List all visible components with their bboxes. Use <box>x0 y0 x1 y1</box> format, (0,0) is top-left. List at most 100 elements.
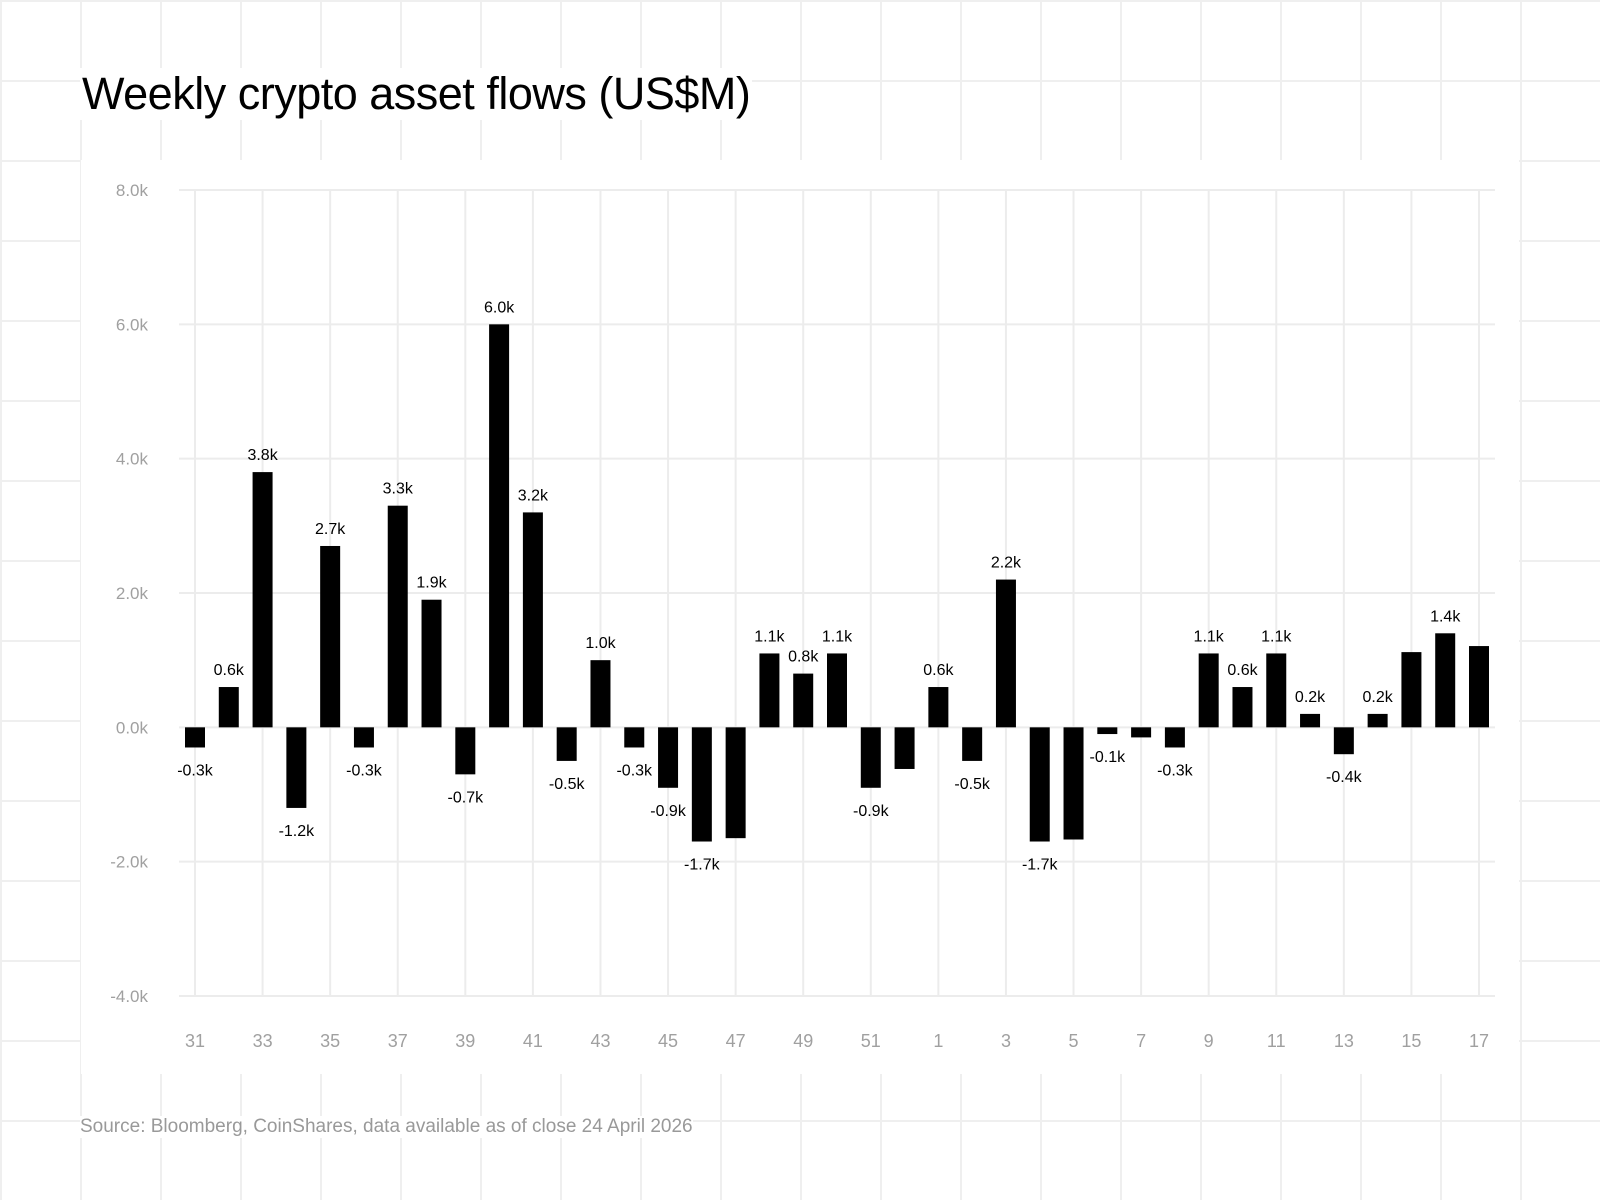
bar-week-5 <box>1063 727 1084 840</box>
data-label: -1.7k <box>1022 857 1059 874</box>
bar-week-6 <box>1097 727 1118 735</box>
x-tick-label: 5 <box>1069 1031 1079 1051</box>
bar-week-32 <box>218 687 239 728</box>
data-label: -0.4k <box>1326 769 1363 786</box>
bar-week-31 <box>185 727 205 748</box>
bar-week-40 <box>489 324 510 728</box>
bar-week-13 <box>1333 727 1354 755</box>
x-tick-label: 39 <box>455 1031 475 1051</box>
data-label: 1.9k <box>416 575 447 592</box>
data-label: 0.2k <box>1295 689 1326 706</box>
bar-week-39 <box>455 727 476 775</box>
bar-week-42 <box>556 727 577 761</box>
data-label: -0.7k <box>448 789 485 806</box>
data-label: 1.0k <box>585 635 616 652</box>
data-label: -0.9k <box>853 803 890 820</box>
x-tick-label: 43 <box>590 1031 610 1051</box>
bar-week-50 <box>827 653 847 728</box>
bar-week-17 <box>1469 646 1489 728</box>
data-label: 0.8k <box>788 649 819 666</box>
data-label: 1.4k <box>1430 608 1461 625</box>
data-label: 2.7k <box>315 521 346 538</box>
y-tick-label: -2.0k <box>110 853 148 872</box>
y-tick-label: -4.0k <box>110 987 148 1006</box>
data-label: 0.6k <box>214 662 245 679</box>
data-label: 1.1k <box>1261 628 1292 645</box>
x-tick-label: 51 <box>861 1031 881 1051</box>
bar-week-51 <box>860 727 881 788</box>
y-tick-label: 4.0k <box>116 450 149 469</box>
data-label: 0.2k <box>1363 689 1394 706</box>
x-tick-label: 37 <box>388 1031 408 1051</box>
data-label: -0.3k <box>1157 762 1194 779</box>
bar-week-43 <box>590 660 611 728</box>
data-label: -0.1k <box>1090 749 1127 766</box>
bar-week-48 <box>759 653 780 728</box>
data-label: 0.6k <box>1227 662 1258 679</box>
bar-week-3 <box>995 579 1016 728</box>
data-label: 6.0k <box>484 299 515 316</box>
bar-week-7 <box>1131 727 1152 738</box>
bar-week-52 <box>894 727 915 769</box>
data-label: 1.1k <box>1194 628 1225 645</box>
x-tick-label: 45 <box>658 1031 678 1051</box>
bar-week-12 <box>1300 713 1321 728</box>
bar-week-41 <box>522 512 543 728</box>
x-tick-label: 13 <box>1334 1031 1354 1051</box>
bar-week-16 <box>1435 633 1456 728</box>
x-tick-label: 17 <box>1469 1031 1489 1051</box>
x-tick-label: 7 <box>1136 1031 1146 1051</box>
bar-week-34 <box>286 727 307 808</box>
bar-week-35 <box>320 545 341 728</box>
x-tick-label: 41 <box>523 1031 543 1051</box>
bar-week-37 <box>387 505 408 728</box>
bar-week-46 <box>691 727 712 842</box>
chart-title: Weekly crypto asset flows (US$M) <box>80 68 753 120</box>
y-tick-label: 2.0k <box>116 584 149 603</box>
y-tick-label: 6.0k <box>116 315 149 334</box>
x-tick-label: 1 <box>933 1031 943 1051</box>
bar-week-1 <box>928 687 949 728</box>
data-label: -0.3k <box>616 762 653 779</box>
y-tick-label: 0.0k <box>116 718 149 737</box>
bar-week-4 <box>1029 727 1050 842</box>
bar-week-36 <box>353 727 374 748</box>
data-label: -1.7k <box>684 857 721 874</box>
y-tick-label: 8.0k <box>116 181 149 200</box>
bar-week-45 <box>658 727 679 788</box>
bar-week-47 <box>725 727 746 839</box>
data-label: 1.1k <box>754 628 785 645</box>
data-label: -0.9k <box>650 803 687 820</box>
bar-week-8 <box>1164 727 1185 748</box>
data-label: 3.8k <box>247 447 278 464</box>
data-label: -0.5k <box>954 776 991 793</box>
data-label: -0.3k <box>177 762 214 779</box>
bar-week-2 <box>962 727 983 761</box>
data-label: 3.3k <box>383 481 414 498</box>
bar-week-11 <box>1266 653 1287 728</box>
data-label: 3.2k <box>518 487 549 504</box>
bar-week-44 <box>624 727 645 748</box>
source-note: Source: Bloomberg, CoinShares, data avai… <box>80 1116 693 1138</box>
data-label: -1.2k <box>279 823 316 840</box>
x-tick-label: 47 <box>726 1031 746 1051</box>
x-tick-label: 11 <box>1267 1031 1286 1051</box>
bar-week-49 <box>793 673 814 728</box>
data-label: -0.5k <box>549 776 586 793</box>
bar-week-33 <box>252 472 273 728</box>
bar-week-15 <box>1401 652 1422 728</box>
bar-week-10 <box>1232 687 1253 728</box>
x-tick-label: 3 <box>1001 1031 1011 1051</box>
bar-week-14 <box>1367 713 1388 728</box>
x-tick-label: 9 <box>1204 1031 1214 1051</box>
bar-week-9 <box>1198 653 1219 728</box>
data-label: 2.2k <box>991 555 1022 572</box>
data-label: 1.1k <box>822 628 853 645</box>
x-tick-label: 31 <box>185 1031 205 1051</box>
data-label: -0.3k <box>346 762 383 779</box>
data-label: 0.6k <box>923 662 954 679</box>
x-tick-label: 35 <box>320 1031 340 1051</box>
x-tick-label: 33 <box>253 1031 273 1051</box>
x-tick-label: 15 <box>1401 1031 1421 1051</box>
